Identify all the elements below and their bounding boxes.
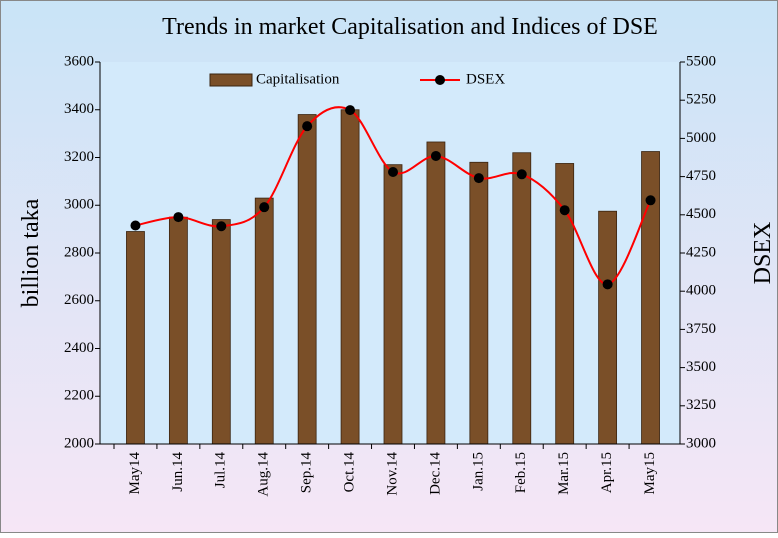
- legend-label: DSEX: [466, 71, 505, 87]
- bar: [512, 152, 532, 445]
- bar: [168, 216, 188, 445]
- y-tick-label: 2000: [64, 435, 94, 451]
- y2-tick-label: 4250: [686, 244, 716, 260]
- y-tick-label: 3600: [64, 53, 94, 69]
- marker: [516, 169, 527, 180]
- y2-tick-label: 5250: [686, 92, 716, 108]
- bar: [426, 141, 446, 445]
- y-tick-label: 3400: [64, 101, 94, 117]
- legend-label: Capitalisation: [256, 71, 340, 87]
- marker: [473, 173, 484, 184]
- y-tick-label: 2600: [64, 292, 94, 308]
- marker: [259, 202, 270, 213]
- marker: [302, 121, 313, 132]
- y2-tick-label: 5000: [686, 130, 716, 146]
- marker: [388, 167, 398, 178]
- x-tick-label: Sep.14: [299, 452, 315, 494]
- y-tick-label: 2200: [64, 388, 94, 404]
- x-tick-label: Oct.14: [342, 452, 358, 493]
- marker: [602, 279, 613, 290]
- x-tick-label: Jun.14: [170, 452, 186, 492]
- chart-title: Trends in market Capitalisation and Indi…: [162, 14, 658, 40]
- marker: [345, 105, 356, 116]
- marker: [216, 221, 227, 232]
- bar: [383, 164, 403, 445]
- bar: [126, 231, 145, 445]
- marker: [559, 205, 570, 216]
- marker: [130, 220, 141, 231]
- y2-tick-label: 5500: [686, 53, 716, 69]
- x-tick-label: Apr.15: [599, 452, 615, 493]
- marker: [645, 195, 656, 206]
- y-tick-label: 2800: [64, 244, 94, 260]
- y2-tick-label: 4750: [686, 168, 716, 184]
- x-tick-label: Nov.14: [384, 452, 400, 496]
- x-tick-label: Feb.15: [513, 452, 529, 493]
- y-tick-label: 3000: [64, 197, 94, 213]
- bar: [598, 210, 618, 445]
- x-tick-label: Dec.14: [427, 452, 443, 495]
- x-tick-label: May15: [642, 452, 658, 495]
- y2-tick-label: 4000: [686, 283, 716, 299]
- y-axis-label: billion taka: [18, 198, 44, 307]
- y2-tick-label: 4500: [686, 206, 716, 222]
- legend-swatch: [209, 73, 253, 87]
- marker: [430, 150, 441, 161]
- x-tick-label: Aug.14: [256, 452, 272, 497]
- y-tick-label: 2400: [64, 340, 94, 356]
- x-tick-label: Mar.15: [556, 452, 572, 495]
- bar: [254, 197, 274, 445]
- x-tick-label: Jul.14: [213, 452, 229, 489]
- y2-tick-label: 3500: [686, 359, 716, 375]
- marker: [173, 212, 184, 223]
- bar: [340, 109, 360, 445]
- bar: [297, 114, 317, 445]
- y2-tick-label: 3250: [686, 397, 716, 413]
- bar: [469, 161, 489, 445]
- x-tick-label: May14: [127, 452, 143, 495]
- x-tick-label: Jan.15: [470, 452, 486, 491]
- legend-swatch: [435, 75, 445, 85]
- y-tick-label: 3200: [64, 149, 94, 165]
- y2-axis-label: DSEX: [750, 222, 776, 285]
- y2-tick-label: 3750: [686, 321, 716, 337]
- y2-tick-label: 3000: [686, 435, 716, 451]
- bar: [211, 219, 231, 445]
